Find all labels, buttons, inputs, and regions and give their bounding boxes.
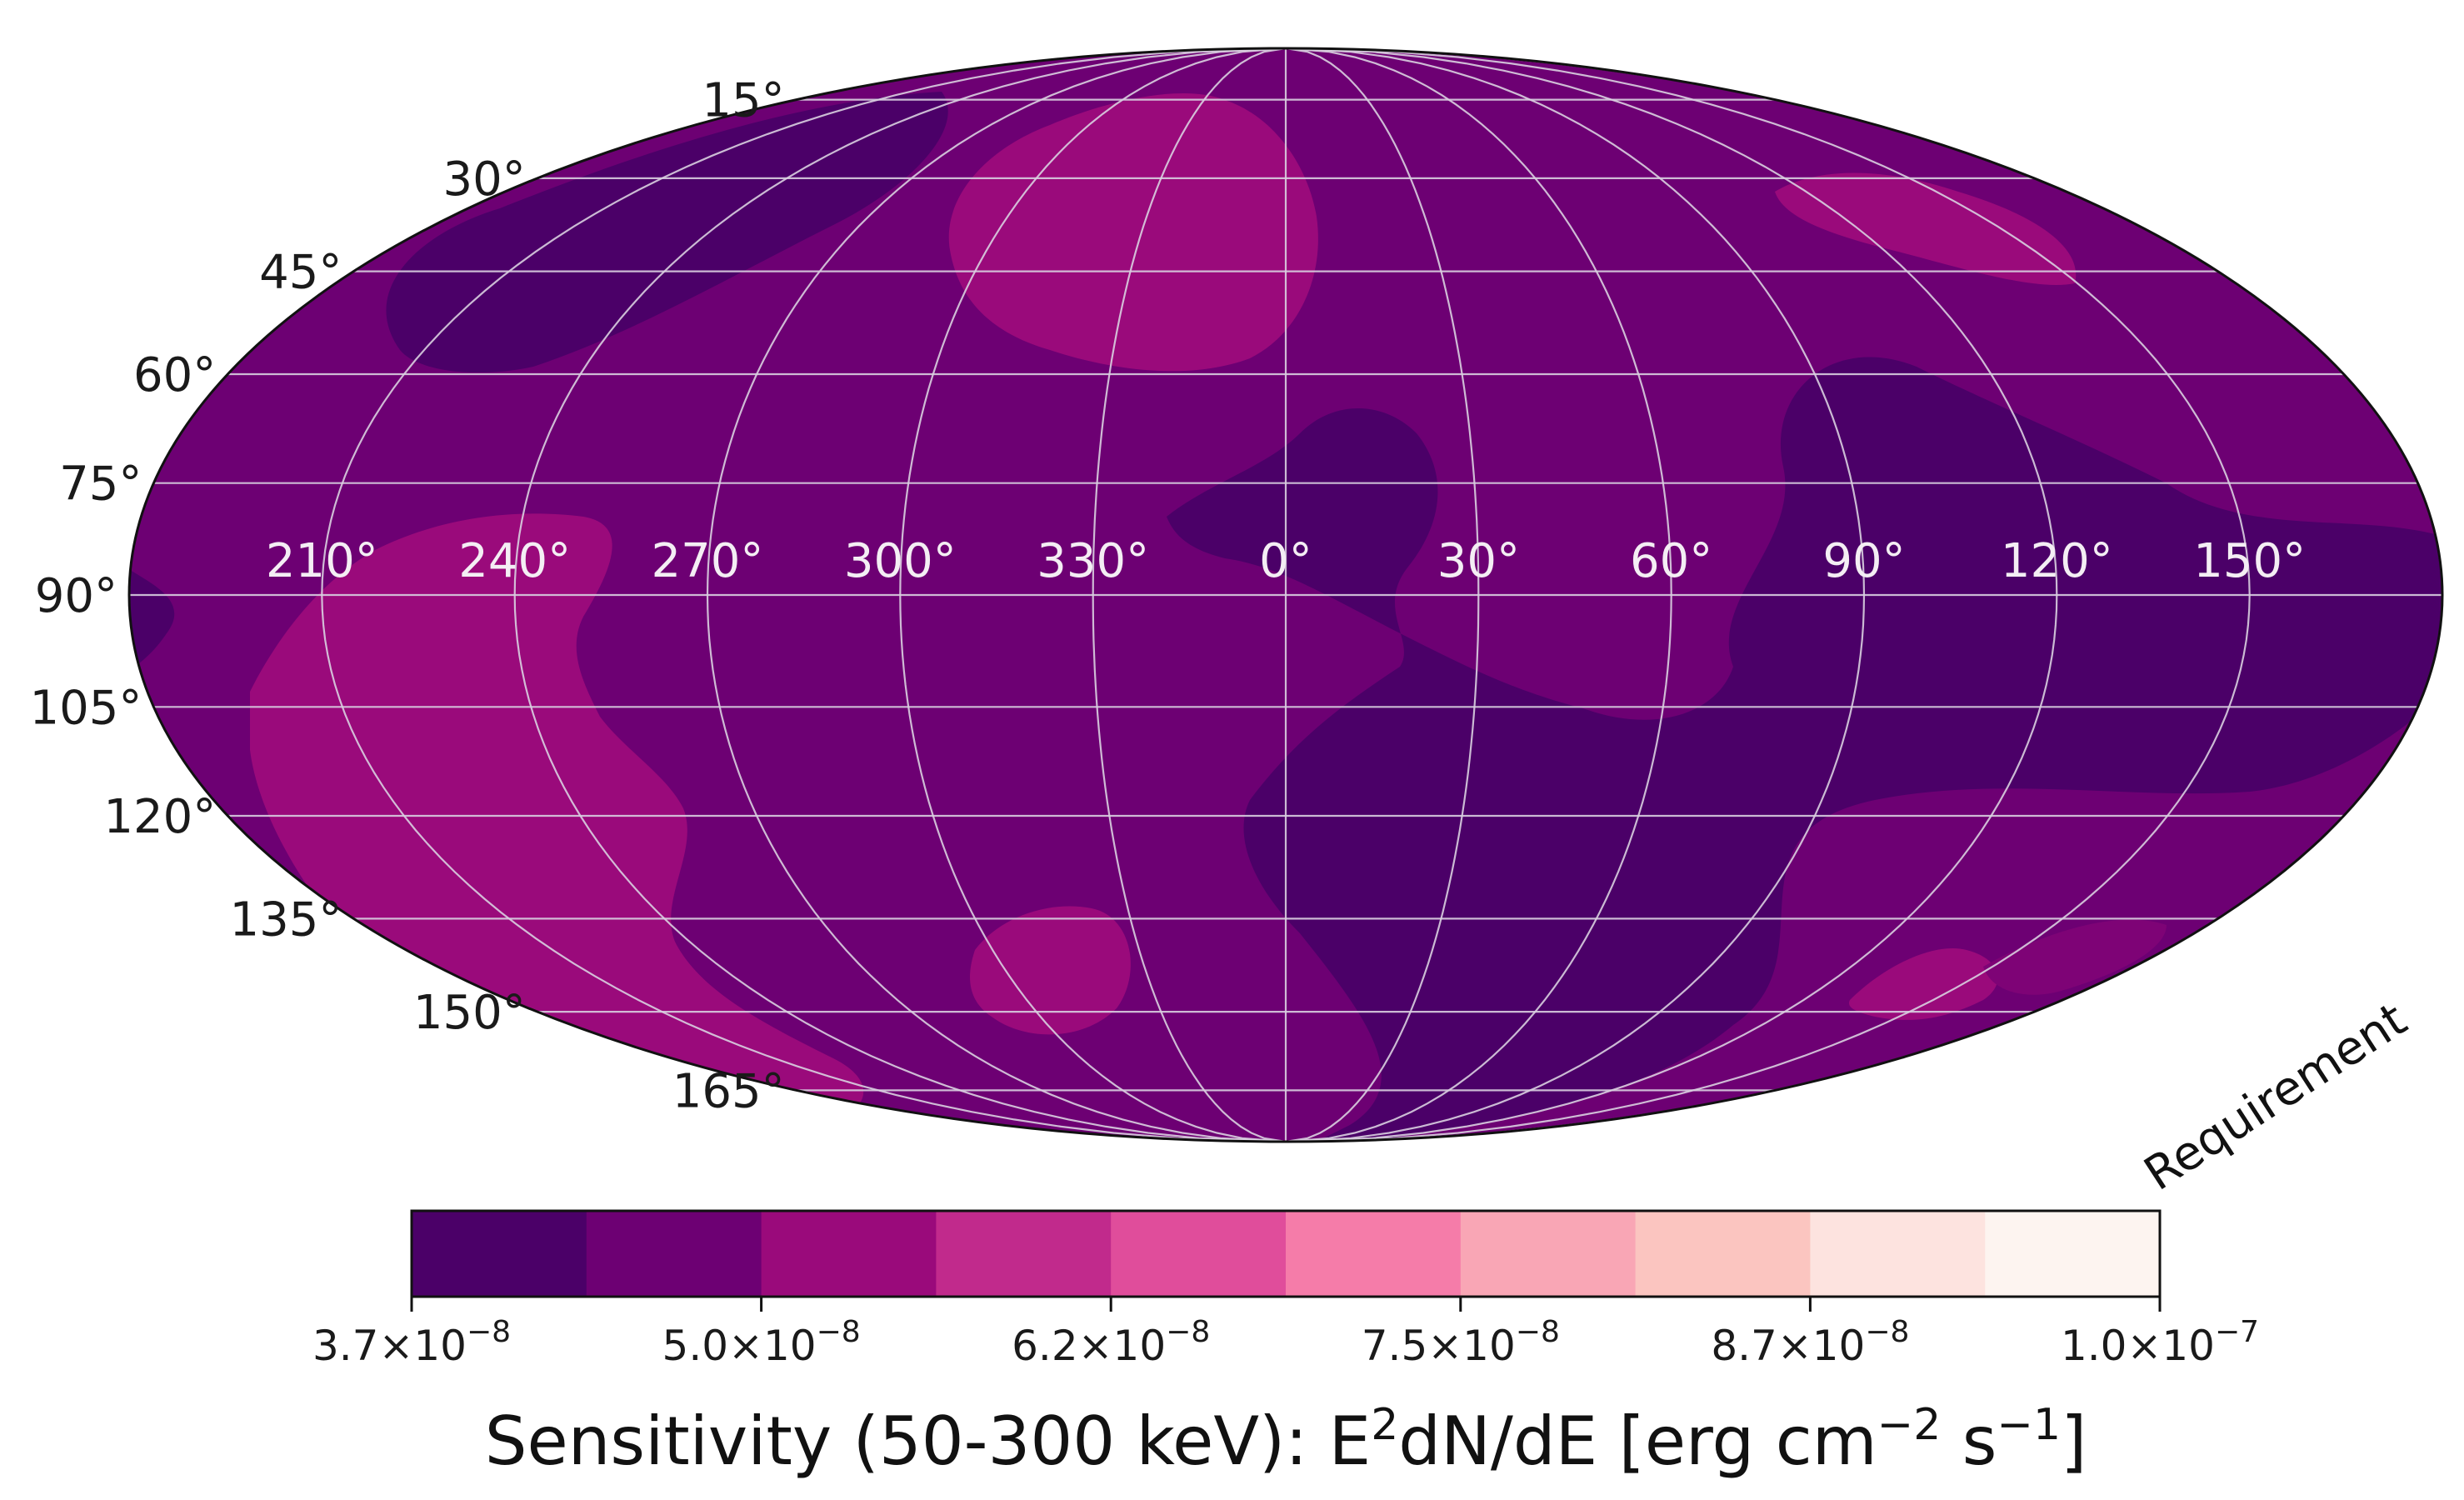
region-low-upper-left: [386, 92, 948, 373]
colorbar-cell: [1985, 1211, 2161, 1297]
latitude-label: 90°: [35, 569, 117, 623]
longitude-label: 0°: [1259, 534, 1312, 588]
longitude-labels: 210° 240° 270° 300° 330° 0° 30° 60° 90° 120° 150°: [266, 534, 2306, 588]
latitude-label: 60°: [133, 348, 216, 402]
graticule-meridian: [1285, 48, 1672, 1142]
longitude-label: 210°: [266, 534, 378, 588]
region-mid-bottom-left-blob: [970, 906, 1131, 1035]
graticule-meridian: [1285, 48, 1480, 1142]
graticule-meridian: [321, 48, 1287, 1142]
longitude-label: 270°: [652, 534, 764, 588]
colorbar-cell: [1460, 1211, 1637, 1297]
latitude-label: 15°: [702, 74, 784, 128]
sky-map-fill: [129, 48, 2442, 1142]
region-mid-top-center: [948, 92, 1318, 372]
graticule-meridian: [513, 48, 1287, 1142]
region-mid-right-lower: [1983, 919, 2167, 995]
latitude-label: 165°: [672, 1064, 785, 1118]
colorbar-cell: [1810, 1211, 1986, 1297]
graticule-meridian: [1285, 48, 2058, 1142]
longitude-label: 330°: [1037, 534, 1149, 588]
region-mid-top-right: [1775, 172, 2077, 285]
latitude-label: 135°: [230, 892, 342, 947]
longitude-label: 240°: [458, 534, 571, 588]
longitude-label: 150°: [2193, 534, 2306, 588]
region-low-left-edge: [129, 567, 175, 675]
longitude-label: 90°: [1822, 534, 1905, 588]
colorbar-cell: [936, 1211, 1112, 1297]
longitude-label: 120°: [2001, 534, 2113, 588]
graticule-meridian: [1285, 48, 2251, 1142]
graticule-meridian: [899, 48, 1287, 1142]
longitude-label: 300°: [844, 534, 957, 588]
sky-map-border: [127, 47, 2444, 1143]
graticule-meridian: [1092, 48, 1287, 1142]
colorbar-tick-label: 5.0×10−8: [662, 1315, 861, 1370]
colorbar-tick-label: 3.7×10−8: [312, 1315, 511, 1370]
region-low-center: [1167, 357, 2442, 1142]
latitude-label: 75°: [59, 458, 142, 512]
colorbar-cell: [761, 1211, 937, 1297]
longitude-label: 30°: [1437, 534, 1520, 588]
latitude-label: 30°: [443, 152, 526, 207]
longitude-label: 60°: [1630, 534, 1712, 588]
colorbar-cell: [586, 1211, 762, 1297]
colorbar-tick-label: 8.7×10−8: [1711, 1315, 1909, 1370]
region-mid-bottom-right-blob: [1849, 948, 1998, 1020]
colorbar-title: Sensitivity (50-300 keV): E2dN/dE [erg c…: [485, 1400, 2087, 1480]
colorbar-cell: [1111, 1211, 1287, 1297]
colorbar-tick-label: 7.5×10−8: [1362, 1315, 1560, 1370]
graticule-meridian: [706, 48, 1287, 1142]
latitude-labels: 15° 30° 45° 60° 75° 90° 105° 120° 135° 150° 165°: [30, 74, 785, 1119]
latitude-label: 45°: [259, 246, 342, 300]
sky-map: 15° 30° 45° 60° 75° 90° 105° 120° 135° 150° 165° 2…: [30, 47, 2444, 1143]
colorbar-cell: [1635, 1211, 1811, 1297]
latitude-label: 120°: [103, 790, 216, 844]
latitude-label: 150°: [413, 986, 526, 1040]
colorbar-ticks: 3.7×10−8 5.0×10−8 6.2×10−8 7.5×10−8 8.7×10−8…: [312, 1297, 2259, 1370]
colorbar-cell: [1286, 1211, 1462, 1297]
colorbar-tick-label: 1.0×10−7: [2061, 1315, 2259, 1370]
colorbar-cells: [412, 1211, 2161, 1297]
colorbar-frame: [410, 1209, 2162, 1298]
colorbar-tick-label: 6.2×10−8: [1012, 1315, 1210, 1370]
requirement-annotation: Requirement: [2135, 992, 2416, 1202]
latitude-label: 105°: [30, 681, 142, 735]
graticule-meridian: [1285, 48, 1866, 1142]
colorbar-cell: [412, 1211, 587, 1297]
